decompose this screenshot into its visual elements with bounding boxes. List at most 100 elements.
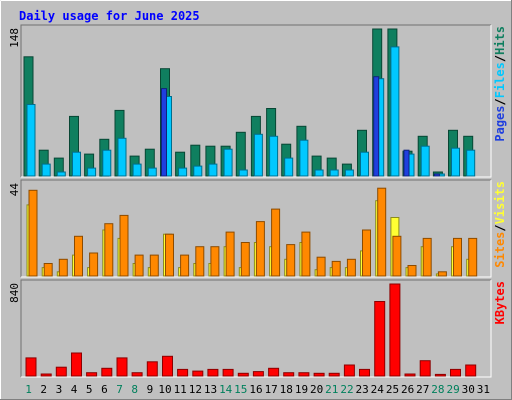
- bar-files-day-14: [223, 148, 233, 177]
- day-label-14: 14: [219, 383, 233, 396]
- panel-hits-files-pages-ymax-label: 148: [8, 28, 21, 48]
- bar-sites-day-26: [407, 265, 417, 277]
- bar-kbytes-day-12: [192, 370, 204, 377]
- bar-sites-day-11: [180, 254, 190, 277]
- bar-sites-day-18: [286, 244, 296, 277]
- bar-files-day-27: [420, 145, 430, 177]
- bar-files-day-8: [132, 163, 142, 177]
- bar-kbytes-day-24: [374, 301, 386, 377]
- day-label-5: 5: [86, 383, 93, 396]
- bar-files-day-6: [102, 149, 112, 177]
- bar-files-day-18: [284, 157, 294, 177]
- bar-kbytes-day-5: [86, 372, 98, 377]
- day-label-28: 28: [431, 383, 444, 396]
- day-label-12: 12: [189, 383, 202, 396]
- bar-files-day-16: [253, 133, 263, 177]
- bar-sites-day-14: [225, 231, 235, 277]
- legend-item-hits: Hits: [493, 26, 507, 55]
- day-label-30: 30: [462, 383, 475, 396]
- bar-kbytes-day-2: [40, 373, 52, 377]
- bar-kbytes-day-17: [268, 367, 280, 377]
- bar-sites-day-1: [28, 189, 38, 277]
- day-label-19: 19: [295, 383, 308, 396]
- legend-item-separator: /: [493, 224, 507, 231]
- legend-item-sites: Sites: [493, 232, 507, 268]
- panel-hits-files-pages-shadow-edge: [20, 24, 491, 177]
- panel-kbytes-shadow-edge: [20, 279, 491, 377]
- day-label-9: 9: [147, 383, 154, 396]
- bar-files-day-12: [193, 165, 203, 177]
- bar-sites-day-30: [468, 237, 478, 277]
- bar-kbytes-day-20: [313, 372, 325, 377]
- bar-files-day-29: [451, 147, 460, 177]
- bar-sites-day-25: [392, 235, 402, 277]
- bar-sites-day-9: [149, 254, 159, 277]
- panel-hits-files-pages-legend: Pages/Files/Hits: [493, 26, 507, 142]
- panel-kbytes-ymax-label: 840: [8, 283, 21, 303]
- bar-sites-day-24: [377, 187, 387, 277]
- bar-kbytes-day-28: [434, 373, 446, 377]
- bar-sites-day-29: [453, 237, 462, 277]
- day-label-16: 16: [249, 383, 262, 396]
- panel-hits-files-pages-light-edge: [21, 25, 492, 178]
- bar-kbytes-day-15: [237, 372, 249, 377]
- panel-visits-sites-shadow-edge: [20, 179, 491, 277]
- bar-sites-day-19: [301, 231, 311, 277]
- bar-files-day-17: [269, 135, 279, 177]
- panel-kbytes-box: [21, 280, 491, 377]
- bar-files-day-13: [208, 163, 218, 177]
- bar-kbytes-day-25: [389, 283, 401, 377]
- day-label-17: 17: [265, 383, 278, 396]
- bar-files-day-2: [41, 163, 51, 177]
- day-label-27: 27: [416, 383, 429, 396]
- bar-files-day-23: [360, 151, 369, 177]
- bar-files-day-30: [466, 149, 476, 177]
- bar-kbytes-day-4: [71, 352, 82, 377]
- bar-kbytes-day-1: [25, 357, 37, 377]
- bar-files-day-9: [147, 167, 157, 177]
- bar-sites-day-3: [58, 258, 68, 277]
- day-label-29: 29: [446, 383, 459, 396]
- bar-kbytes-day-3: [55, 366, 67, 377]
- bar-pages-day-24: [373, 76, 380, 177]
- bar-kbytes-day-6: [101, 367, 113, 377]
- bar-sites-day-27: [422, 237, 432, 277]
- bar-pages-day-26: [403, 149, 410, 177]
- bar-files-day-1: [26, 104, 36, 177]
- legend-item-pages: Pages: [493, 106, 507, 142]
- panel-kbytes-legend: KBytes: [493, 281, 507, 324]
- bar-pages-day-10: [161, 88, 167, 177]
- bar-sites-day-16: [255, 221, 265, 277]
- panel-kbytes-light-edge: [21, 280, 492, 378]
- bar-kbytes-day-21: [328, 372, 340, 377]
- bar-files-day-3: [56, 171, 66, 177]
- day-label-21: 21: [325, 383, 338, 396]
- day-label-11: 11: [174, 383, 187, 396]
- day-label-25: 25: [386, 383, 399, 396]
- bar-sites-day-7: [119, 214, 129, 277]
- bar-sites-day-15: [240, 242, 250, 277]
- legend-item-separator: /: [493, 98, 507, 105]
- day-label-22: 22: [340, 383, 353, 396]
- day-label-4: 4: [71, 383, 78, 396]
- bar-sites-day-21: [331, 260, 341, 277]
- day-label-26: 26: [401, 383, 414, 396]
- bar-files-day-4: [72, 151, 81, 177]
- bar-kbytes-day-27: [419, 360, 431, 377]
- bar-kbytes-day-22: [343, 364, 355, 377]
- legend-item-kbytes: KBytes: [493, 281, 507, 324]
- day-label-6: 6: [101, 383, 108, 396]
- bar-sites-day-17: [271, 208, 281, 277]
- legend-item-separator: /: [493, 55, 507, 62]
- bar-sites-day-8: [134, 254, 144, 277]
- bar-kbytes-day-29: [450, 368, 461, 377]
- day-label-10: 10: [158, 383, 171, 396]
- bar-sites-day-4: [74, 235, 83, 277]
- bar-kbytes-day-13: [207, 368, 219, 377]
- day-label-31: 31: [477, 383, 490, 396]
- chart-title: Daily usage for June 2025: [19, 9, 200, 23]
- bar-sites-day-2: [43, 263, 53, 277]
- bar-kbytes-day-10: [162, 355, 173, 377]
- legend-item-files: Files: [493, 62, 507, 98]
